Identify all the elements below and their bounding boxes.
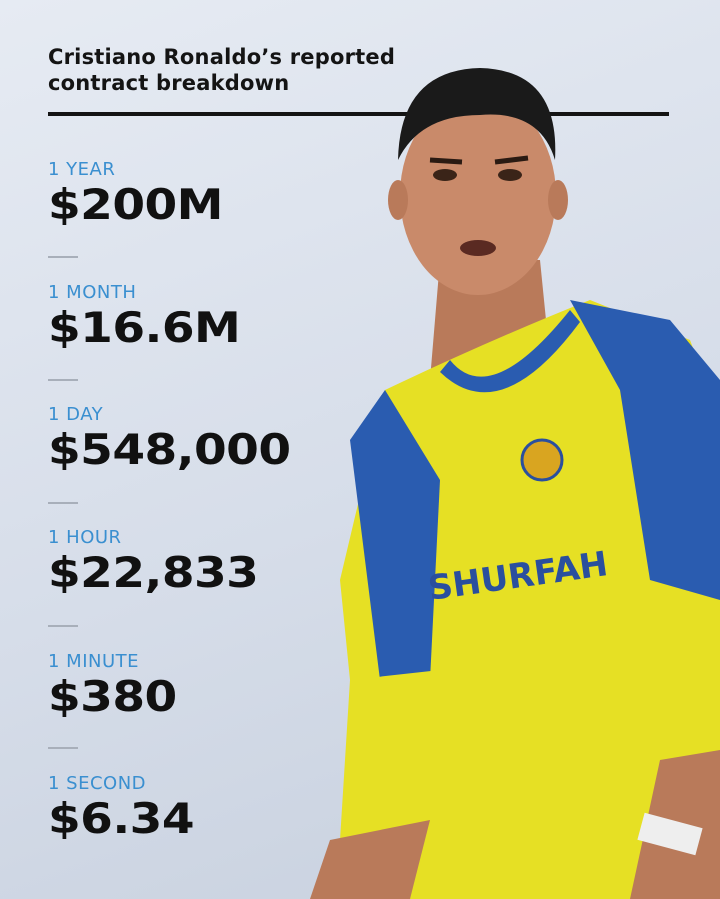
period-label: 1 MINUTE [48, 651, 140, 672]
period-label: 1 HOUR [48, 527, 122, 548]
amount-value: $380 [48, 672, 177, 721]
period-label: 1 SECOND [48, 773, 147, 794]
amount-value: $548,000 [48, 425, 291, 474]
amount-value: $200M [48, 180, 224, 229]
period-label: 1 MONTH [48, 282, 137, 303]
headline: Cristiano Ronaldo’s reported contract br… [48, 45, 396, 95]
breakdown-month: 1 MONTH $16.6M [48, 282, 241, 351]
breakdown-day: 1 DAY $548,000 [48, 404, 291, 473]
breakdown-minute: 1 MINUTE $380 [48, 651, 177, 720]
divider [48, 625, 78, 627]
divider [48, 379, 78, 381]
divider [48, 502, 78, 504]
period-label: 1 DAY [48, 404, 104, 425]
player-face [400, 95, 556, 295]
amount-value: $16.6M [48, 303, 241, 352]
amount-value: $6.34 [48, 794, 195, 843]
club-crest-icon [520, 438, 564, 482]
divider [48, 256, 78, 258]
player-photo: SHURFAH [310, 68, 720, 899]
breakdown-second: 1 SECOND $6.34 [48, 773, 195, 842]
breakdown-year: 1 YEAR $200M [48, 159, 224, 228]
breakdown-hour: 1 HOUR $22,833 [48, 527, 259, 596]
period-label: 1 YEAR [48, 159, 116, 180]
jersey [340, 300, 720, 899]
amount-value: $22,833 [48, 548, 259, 597]
header-rule [48, 112, 669, 116]
divider [48, 747, 78, 749]
